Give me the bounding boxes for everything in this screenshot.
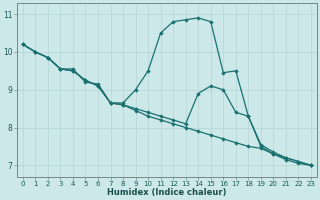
X-axis label: Humidex (Indice chaleur): Humidex (Indice chaleur)	[107, 188, 227, 197]
